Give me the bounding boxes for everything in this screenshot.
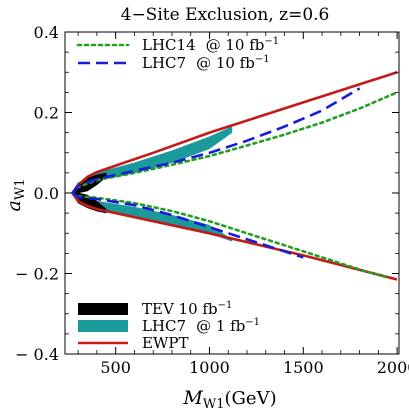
series-2-upper-line — [71, 87, 361, 194]
x-tick-label: 1500 — [283, 358, 324, 377]
legend-label: LHC14 @ 10 fb−1 — [142, 36, 279, 54]
legend-swatch — [78, 320, 128, 332]
y-axis: − 0.4 − 0.2 0.0 0.2 0.4 — [15, 23, 399, 364]
y-tick-label: 0.0 — [34, 184, 59, 203]
x-axis-unit: (GeV) — [225, 388, 277, 409]
filled-regions — [71, 126, 233, 242]
y-tick-label: − 0.2 — [15, 265, 59, 284]
legend-label: LHC7 @ 1 fb−1 — [142, 317, 260, 335]
x-axis: 500 1000 1500 2000 — [77, 32, 409, 377]
x-tick-label: 2000 — [377, 358, 409, 377]
x-axis-symbol: M — [182, 387, 203, 409]
y-tick-label: 0.4 — [34, 23, 59, 42]
x-tick-label: 500 — [100, 358, 131, 377]
region-0-lower — [77, 196, 233, 242]
x-axis-subscript: W1 — [203, 397, 225, 412]
legend-label: LHC7 @ 10 fb−1 — [142, 54, 270, 72]
x-axis-label: MW1(GeV) — [182, 387, 276, 412]
series-1-lower-line — [71, 191, 390, 279]
y-axis-symbol: a — [3, 200, 25, 211]
series-lines — [71, 71, 399, 281]
series-2-lower-line — [71, 191, 304, 259]
y-tick-label: − 0.4 — [15, 345, 59, 364]
series-0-upper-line — [71, 71, 398, 194]
legend-label: TEV 10 fb−1 — [142, 300, 232, 318]
legend-swatch — [78, 303, 128, 315]
y-tick-label: 0.2 — [34, 104, 59, 123]
y-axis-label: aW1 — [3, 179, 28, 212]
y-axis-subscript: W1 — [13, 179, 28, 201]
series-1-upper-line — [71, 91, 399, 195]
legend-label: EWPT — [142, 334, 188, 352]
chart-title: 4−Site Exclusion, z=0.6 — [121, 5, 330, 25]
x-tick-label: 1000 — [189, 358, 230, 377]
